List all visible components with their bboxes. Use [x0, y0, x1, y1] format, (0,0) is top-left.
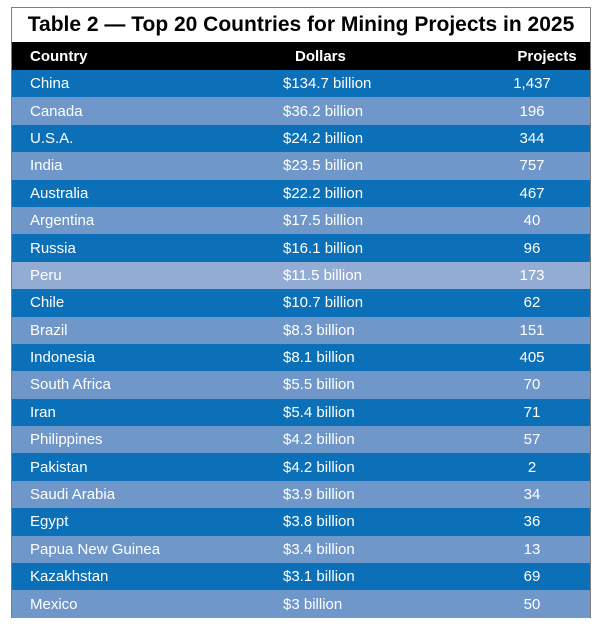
table-row: Pakistan $4.2 billion 2 — [12, 453, 590, 481]
cell-country: Kazakhstan — [30, 568, 109, 586]
cell-projects: 173 — [519, 266, 545, 284]
table-row: Kazakhstan $3.1 billion 69 — [12, 563, 590, 591]
cell-dollars: $8.1 billion — [283, 349, 355, 367]
cell-dollars: $36.2 billion — [283, 102, 364, 120]
cell-country: Canada — [30, 102, 83, 120]
cell-dollars: $3.4 billion — [283, 540, 355, 558]
table-row: Russia $16.1 billion 96 — [12, 234, 590, 262]
cell-dollars: $5.4 billion — [283, 403, 355, 421]
cell-country: India — [30, 157, 63, 175]
cell-country: Papua New Guinea — [30, 540, 161, 558]
cell-projects: 40 — [523, 212, 541, 230]
table-row: Australia $22.2 billion 467 — [12, 179, 590, 207]
cell-projects: 405 — [519, 349, 545, 367]
table-row: Mexico $3 billion 50 — [12, 590, 590, 618]
cell-projects: 50 — [523, 595, 541, 613]
cell-country: Egypt — [30, 513, 69, 531]
table-row: Philippines $4.2 billion 57 — [12, 426, 590, 454]
table-header-row: Country Dollars Projects — [12, 42, 590, 70]
cell-country: Argentina — [30, 212, 95, 230]
table-frame: Table 2 — Top 20 Countries for Mining Pr… — [11, 7, 591, 618]
cell-projects: 36 — [523, 513, 541, 531]
cell-dollars: $3.8 billion — [283, 513, 355, 531]
cell-country: Brazil — [30, 321, 68, 339]
table-row: India $23.5 billion 757 — [12, 152, 590, 180]
table-row: Papua New Guinea $3.4 billion 13 — [12, 535, 590, 564]
cell-projects: 13 — [523, 540, 541, 558]
table-row: Egypt $3.8 billion 36 — [12, 508, 590, 536]
cell-country: Philippines — [30, 431, 103, 449]
cell-projects: 70 — [523, 376, 541, 394]
cell-projects: 57 — [523, 431, 541, 449]
cell-dollars: $17.5 billion — [283, 212, 364, 230]
cell-dollars: $3.9 billion — [283, 486, 355, 504]
cell-projects: 69 — [523, 568, 541, 586]
table-row: Brazil $8.3 billion 151 — [12, 316, 590, 344]
cell-dollars: $3 billion — [283, 595, 343, 613]
table-row: Argentina $17.5 billion 40 — [12, 206, 590, 235]
table-row: Indonesia $8.1 billion 405 — [12, 343, 590, 372]
cell-country: China — [30, 75, 70, 93]
cell-projects: 62 — [523, 294, 541, 312]
cell-country: Iran — [30, 403, 56, 421]
cell-country: Mexico — [30, 595, 78, 613]
cell-country: Peru — [30, 266, 62, 284]
cell-dollars: $23.5 billion — [283, 157, 364, 175]
cell-country: U.S.A. — [30, 129, 74, 147]
cell-dollars: $4.2 billion — [283, 431, 355, 449]
cell-projects: 1,437 — [513, 75, 551, 93]
cell-dollars: $4.2 billion — [283, 458, 355, 476]
cell-dollars: $5.5 billion — [283, 376, 355, 394]
cell-projects: 757 — [519, 157, 545, 175]
cell-dollars: $8.3 billion — [283, 321, 355, 339]
table-row: U.S.A. $24.2 billion 344 — [12, 124, 590, 153]
cell-country: Chile — [30, 294, 65, 312]
cell-dollars: $24.2 billion — [283, 129, 364, 147]
table-row: Saudi Arabia $3.9 billion 34 — [12, 480, 590, 509]
cell-dollars: $11.5 billion — [283, 266, 362, 284]
cell-projects: 467 — [519, 184, 545, 202]
cell-dollars: $3.1 billion — [283, 568, 355, 586]
cell-country: Saudi Arabia — [30, 486, 116, 504]
cell-country: Pakistan — [30, 458, 88, 476]
table-row: South Africa $5.5 billion 70 — [12, 371, 590, 399]
cell-projects: 151 — [519, 321, 545, 339]
cell-country: Indonesia — [30, 349, 96, 367]
header-projects: Projects — [517, 47, 577, 65]
cell-projects: 96 — [523, 239, 541, 257]
table-title: Table 2 — Top 20 Countries for Mining Pr… — [27, 13, 575, 36]
cell-country: Russia — [30, 239, 76, 257]
table-row: China $134.7 billion 1,437 — [12, 70, 590, 98]
cell-dollars: $134.7 billion — [283, 75, 372, 93]
cell-projects: 344 — [519, 129, 545, 147]
header-dollars: Dollars — [295, 47, 346, 65]
cell-dollars: $10.7 billion — [283, 294, 364, 312]
table-row: Chile $10.7 billion 62 — [12, 289, 590, 317]
cell-projects: 196 — [519, 102, 545, 120]
header-country: Country — [30, 47, 88, 65]
cell-country: Australia — [30, 184, 89, 202]
table-row: Canada $36.2 billion 196 — [12, 97, 590, 125]
cell-country: South Africa — [30, 376, 111, 394]
table-row: Iran $5.4 billion 71 — [12, 398, 590, 427]
table-body: China $134.7 billion 1,437 Canada $36.2 bill… — [12, 70, 590, 618]
cell-projects: 34 — [523, 486, 541, 504]
cell-dollars: $16.1 billion — [283, 239, 364, 257]
cell-projects: 2 — [527, 458, 537, 476]
table-row: Peru $11.5 billion 173 — [12, 261, 590, 290]
cell-dollars: $22.2 billion — [283, 184, 364, 202]
cell-projects: 71 — [523, 403, 541, 421]
